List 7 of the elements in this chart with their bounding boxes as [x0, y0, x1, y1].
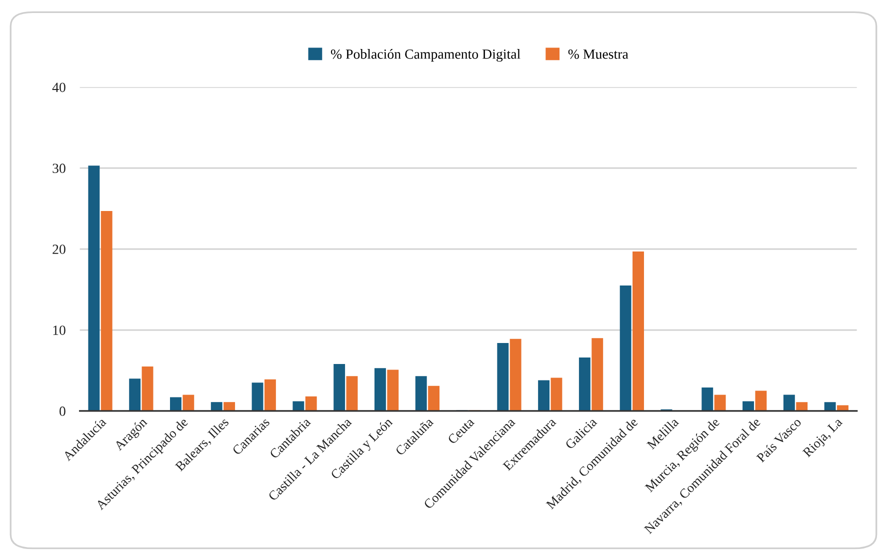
y-tick-label: 40	[52, 82, 66, 92]
y-tick-label: 0	[60, 406, 66, 416]
y-tick-label: 10	[53, 326, 66, 335]
legend-label: % Población Campamento Digital	[330, 49, 520, 62]
legend-label: % Muestra	[568, 49, 628, 59]
y-tick-label: 20	[52, 244, 66, 254]
y-tick-label: 30	[52, 164, 66, 174]
